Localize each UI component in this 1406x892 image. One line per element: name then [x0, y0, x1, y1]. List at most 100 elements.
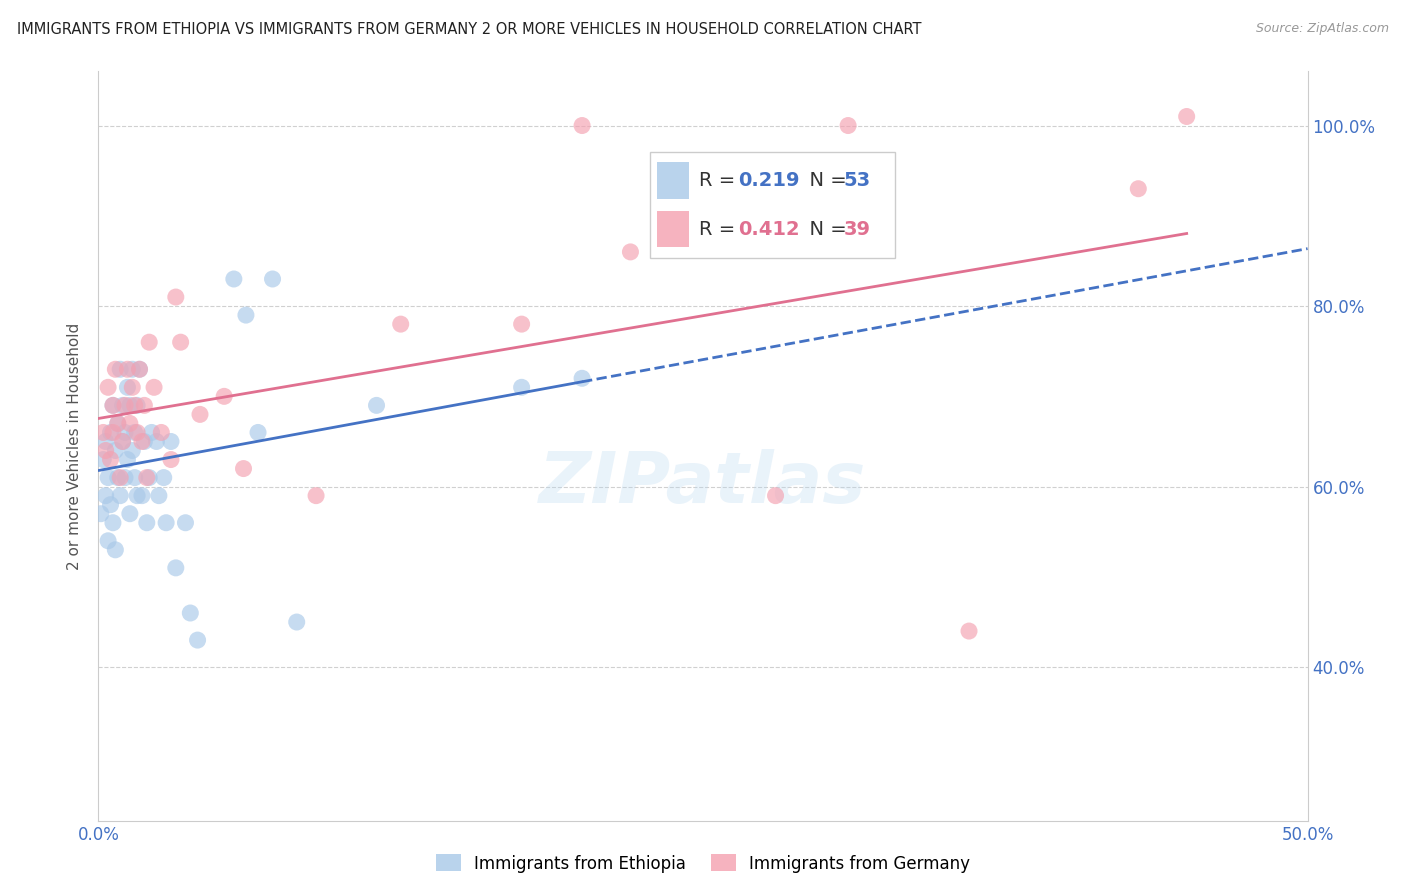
Point: [100, 498, 122, 512]
Point: [165, 561, 187, 575]
Point: [131, 489, 153, 503]
Point: [187, 633, 209, 648]
Point: [118, 417, 141, 431]
Point: [108, 362, 131, 376]
Point: [169, 335, 191, 350]
Point: [107, 417, 129, 431]
Point: [117, 362, 139, 376]
Point: [138, 335, 160, 350]
Point: [134, 434, 156, 449]
Point: [285, 615, 308, 629]
Point: [134, 398, 156, 412]
Point: [121, 443, 143, 458]
Point: [247, 425, 270, 440]
Point: [100, 425, 122, 440]
Point: [94, 443, 117, 458]
Point: [124, 470, 146, 484]
Point: [107, 470, 129, 484]
Point: [165, 290, 187, 304]
Point: [128, 362, 150, 376]
Point: [94, 434, 117, 449]
Point: [111, 398, 134, 412]
Point: [104, 443, 127, 458]
Point: [104, 542, 127, 557]
FancyBboxPatch shape: [650, 152, 896, 258]
Point: [104, 362, 127, 376]
Point: [155, 516, 177, 530]
Point: [188, 408, 211, 422]
Point: [90, 507, 112, 521]
Point: [145, 434, 167, 449]
Text: R =: R =: [699, 220, 741, 239]
Point: [366, 398, 388, 412]
Point: [114, 398, 136, 412]
Point: [262, 272, 284, 286]
Point: [97, 380, 120, 394]
Point: [135, 470, 157, 484]
Point: [160, 434, 183, 449]
Point: [128, 362, 150, 376]
Point: [101, 516, 124, 530]
Point: [143, 380, 166, 394]
Point: [100, 452, 122, 467]
Text: ZIPatlas: ZIPatlas: [540, 449, 866, 518]
Point: [150, 425, 173, 440]
Point: [127, 489, 149, 503]
FancyBboxPatch shape: [657, 162, 689, 199]
Point: [97, 533, 120, 548]
Point: [135, 516, 157, 530]
Text: 53: 53: [844, 171, 870, 190]
Text: 0.412: 0.412: [738, 220, 800, 239]
Point: [111, 434, 134, 449]
Point: [127, 398, 149, 412]
Y-axis label: 2 or more Vehicles in Household: 2 or more Vehicles in Household: [67, 322, 83, 570]
Point: [232, 461, 254, 475]
Point: [117, 452, 139, 467]
Point: [111, 434, 134, 449]
Point: [124, 425, 146, 440]
Point: [108, 489, 131, 503]
Point: [174, 516, 197, 530]
Point: [571, 371, 593, 385]
Point: [114, 470, 136, 484]
Point: [114, 425, 136, 440]
Point: [117, 380, 139, 394]
Point: [235, 308, 257, 322]
Point: [131, 434, 153, 449]
Point: [389, 317, 412, 331]
Text: Source: ZipAtlas.com: Source: ZipAtlas.com: [1256, 22, 1389, 36]
FancyBboxPatch shape: [657, 211, 689, 247]
Point: [127, 425, 149, 440]
Legend: Immigrants from Ethiopia, Immigrants from Germany: Immigrants from Ethiopia, Immigrants fro…: [429, 847, 977, 880]
Point: [212, 389, 235, 403]
Point: [97, 470, 120, 484]
Text: 0.219: 0.219: [738, 171, 800, 190]
Point: [101, 398, 124, 412]
Text: N =: N =: [797, 171, 853, 190]
Point: [121, 362, 143, 376]
Point: [91, 452, 114, 467]
Point: [1175, 110, 1198, 124]
Point: [148, 489, 170, 503]
Point: [957, 624, 980, 638]
Point: [101, 398, 124, 412]
Text: N =: N =: [797, 220, 853, 239]
Point: [101, 425, 124, 440]
Point: [160, 452, 183, 467]
Point: [305, 489, 328, 503]
Point: [141, 425, 163, 440]
Point: [107, 417, 129, 431]
Point: [619, 244, 641, 259]
Text: 39: 39: [844, 220, 870, 239]
Text: R =: R =: [699, 171, 741, 190]
Point: [765, 489, 787, 503]
Point: [152, 470, 174, 484]
Point: [510, 317, 533, 331]
Point: [837, 119, 859, 133]
Point: [510, 380, 533, 394]
Point: [91, 425, 114, 440]
Point: [108, 470, 131, 484]
Point: [1128, 182, 1150, 196]
Text: IMMIGRANTS FROM ETHIOPIA VS IMMIGRANTS FROM GERMANY 2 OR MORE VEHICLES IN HOUSEH: IMMIGRANTS FROM ETHIOPIA VS IMMIGRANTS F…: [17, 22, 921, 37]
Point: [179, 606, 201, 620]
